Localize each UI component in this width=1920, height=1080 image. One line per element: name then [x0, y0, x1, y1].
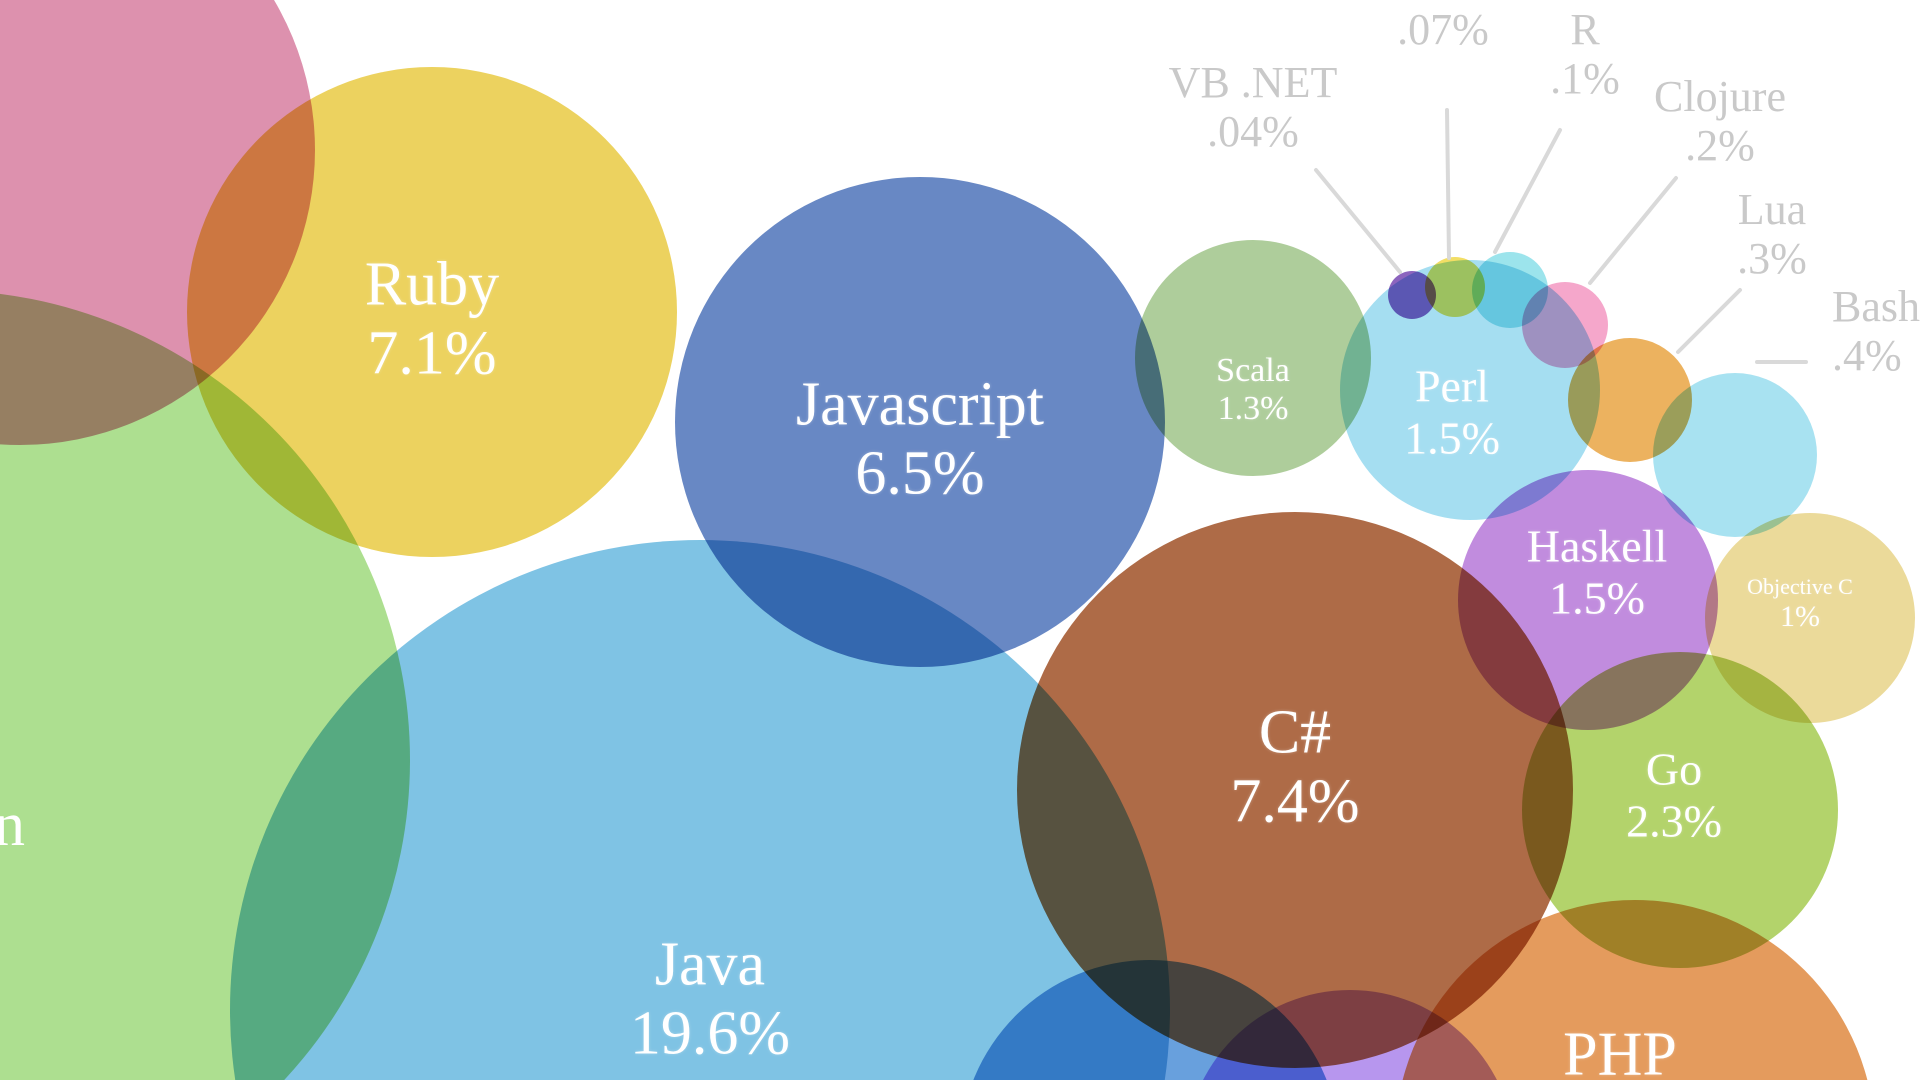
bubble-point-07[interactable] [1425, 257, 1485, 317]
bubble-r-lang[interactable] [1472, 252, 1548, 328]
bubble-csharp[interactable] [1017, 512, 1573, 1068]
bubble-bash[interactable] [1653, 373, 1817, 537]
bubble-vb-net[interactable] [1388, 271, 1436, 319]
bubble-scala[interactable] [1135, 240, 1371, 476]
bubble-violet-bottom[interactable] [1185, 990, 1515, 1080]
bubble-php[interactable] [1395, 900, 1875, 1080]
bubble-ruby[interactable] [187, 67, 677, 557]
bubble-java[interactable] [230, 540, 1170, 1080]
bubble-objective-c[interactable] [1705, 513, 1915, 723]
bubble-go[interactable] [1522, 652, 1838, 968]
bubble-javascript[interactable] [675, 177, 1165, 667]
